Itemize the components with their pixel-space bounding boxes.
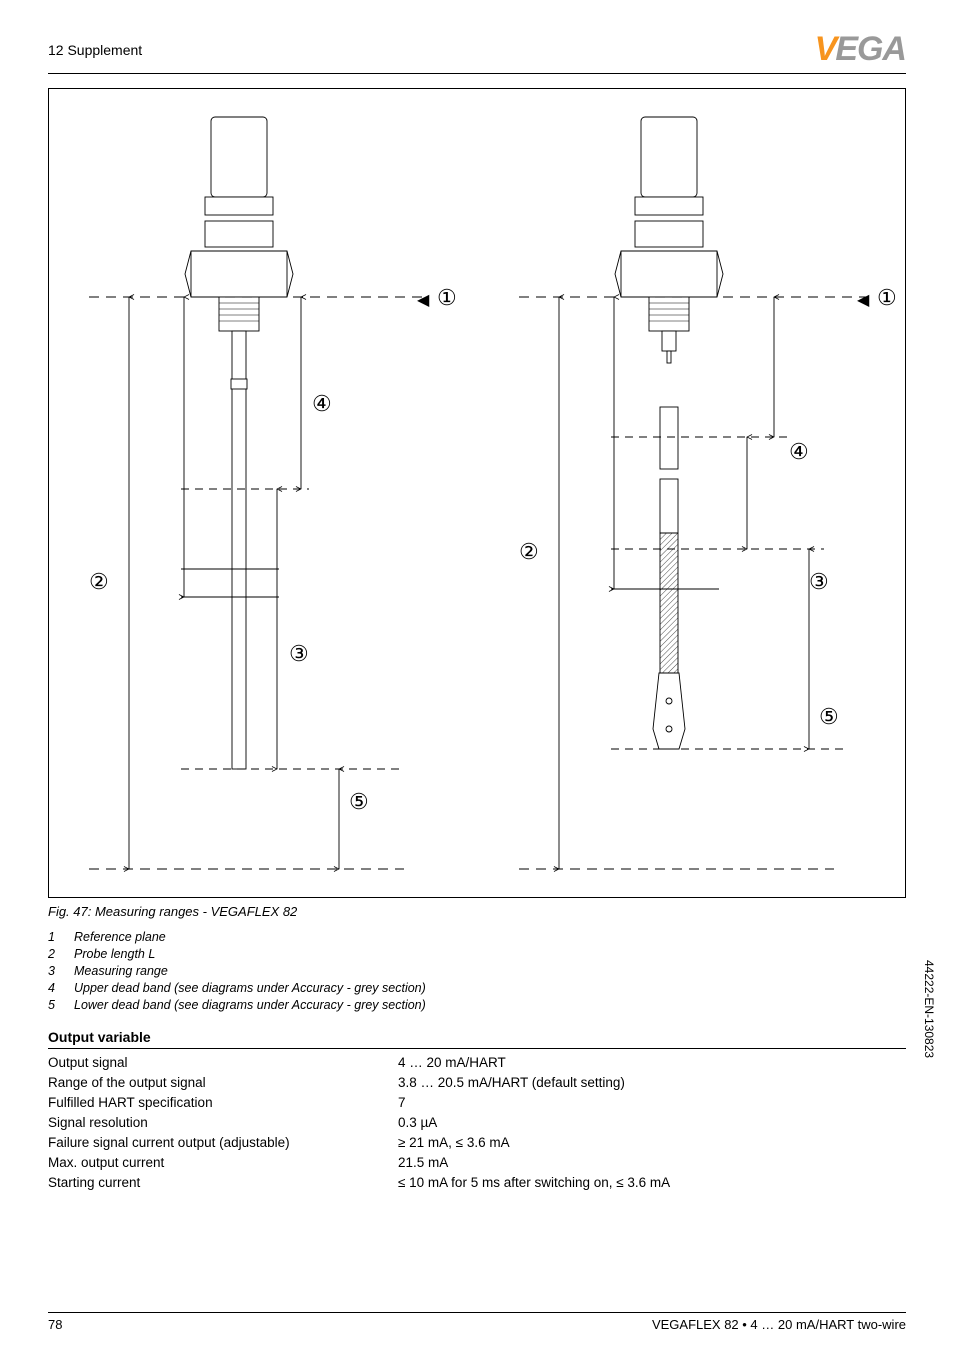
callout-2-left: ② — [89, 569, 109, 594]
spec-value: 0.3 µA — [398, 1115, 906, 1130]
spec-value: 21.5 mA — [398, 1155, 906, 1170]
legend-item: 2Probe length L — [48, 946, 906, 963]
figure-legend: 1Reference plane 2Probe length L 3Measur… — [48, 929, 906, 1013]
spec-row: Range of the output signal3.8 … 20.5 mA/… — [48, 1075, 906, 1090]
spec-value: 4 … 20 mA/HART — [398, 1055, 906, 1070]
spec-row: Signal resolution0.3 µA — [48, 1115, 906, 1130]
product-name: VEGAFLEX 82 • 4 … 20 mA/HART two-wire — [652, 1317, 906, 1332]
logo-v-icon: V — [815, 30, 836, 69]
callout-3-right: ③ — [809, 569, 829, 594]
spec-row: Max. output current21.5 mA — [48, 1155, 906, 1170]
spec-label: Signal resolution — [48, 1115, 398, 1130]
logo-ega-text: EGA — [835, 30, 906, 69]
spec-row: Failure signal current output (adjustabl… — [48, 1135, 906, 1150]
spec-label: Failure signal current output (adjustabl… — [48, 1135, 398, 1150]
spec-row: Starting current≤ 10 mA for 5 ms after s… — [48, 1175, 906, 1190]
figure-caption: Fig. 47: Measuring ranges - VEGAFLEX 82 — [48, 904, 906, 919]
spec-label: Output signal — [48, 1055, 398, 1070]
legend-item: 4Upper dead band (see diagrams under Acc… — [48, 980, 906, 997]
vega-logo: VEGA — [815, 30, 906, 69]
callout-3-left: ③ — [289, 641, 309, 666]
footer-divider — [48, 1312, 906, 1313]
measuring-ranges-diagram: ① ◀ ② ③ ④ ⑤ — [49, 89, 905, 898]
callout-1-right: ① — [877, 285, 897, 310]
figure-frame: ① ◀ ② ③ ④ ⑤ — [48, 88, 906, 898]
arrow-icon: ◀ — [417, 292, 430, 309]
spec-row: Fulfilled HART specification7 — [48, 1095, 906, 1110]
spec-table: Output signal4 … 20 mA/HART Range of the… — [48, 1055, 906, 1190]
document-code: 44222-EN-130823 — [922, 960, 936, 1058]
spec-row: Output signal4 … 20 mA/HART — [48, 1055, 906, 1070]
legend-item: 1Reference plane — [48, 929, 906, 946]
callout-5-left: ⑤ — [349, 789, 369, 814]
spec-label: Max. output current — [48, 1155, 398, 1170]
page-number: 78 — [48, 1317, 62, 1332]
spec-label: Starting current — [48, 1175, 398, 1190]
callout-1-left: ① — [437, 285, 457, 310]
arrow-icon: ◀ — [857, 292, 870, 309]
spec-value: 7 — [398, 1095, 906, 1110]
spec-value: 3.8 … 20.5 mA/HART (default setting) — [398, 1075, 906, 1090]
spec-value: ≤ 10 mA for 5 ms after switching on, ≤ 3… — [398, 1175, 906, 1190]
header-divider — [48, 73, 906, 74]
spec-label: Fulfilled HART specification — [48, 1095, 398, 1110]
callout-4-right: ④ — [789, 439, 809, 464]
spec-label: Range of the output signal — [48, 1075, 398, 1090]
spec-value: ≥ 21 mA, ≤ 3.6 mA — [398, 1135, 906, 1150]
output-variable-title: Output variable — [48, 1029, 906, 1049]
callout-4-left: ④ — [312, 391, 332, 416]
callout-5-right: ⑤ — [819, 704, 839, 729]
page-header: 12 Supplement VEGA — [48, 30, 906, 69]
legend-item: 3Measuring range — [48, 963, 906, 980]
page-footer: 78 VEGAFLEX 82 • 4 … 20 mA/HART two-wire — [48, 1312, 906, 1332]
section-title: 12 Supplement — [48, 42, 142, 58]
legend-item: 5Lower dead band (see diagrams under Acc… — [48, 997, 906, 1014]
callout-2-right: ② — [519, 539, 539, 564]
